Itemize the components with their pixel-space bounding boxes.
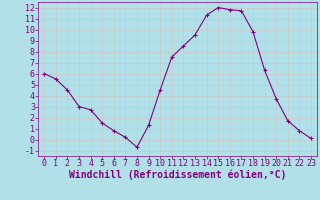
X-axis label: Windchill (Refroidissement éolien,°C): Windchill (Refroidissement éolien,°C)	[69, 170, 286, 180]
